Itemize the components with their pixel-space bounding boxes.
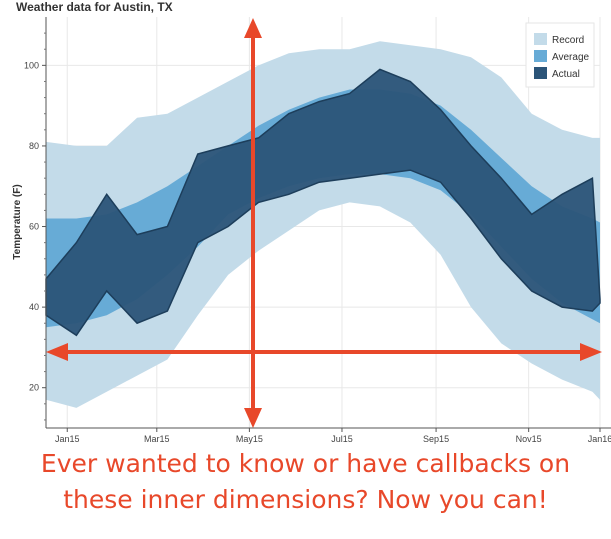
legend-swatch-actual — [534, 67, 547, 79]
x-tick-label-0: Jan15 — [55, 434, 80, 444]
legend-swatch-average — [534, 50, 547, 62]
y-tick-label-60: 60 — [29, 222, 39, 232]
chart-title: Weather data for Austin, TX — [16, 0, 173, 14]
y-tick-label-20: 20 — [29, 383, 39, 393]
x-tick-label-5: Nov15 — [516, 434, 542, 444]
legend: Record Average Actual — [525, 22, 595, 88]
series-layer — [45, 41, 601, 408]
x-tick-label-3: Jul15 — [331, 434, 353, 444]
arrow-down-head — [244, 408, 262, 428]
legend-swatch-record — [534, 33, 547, 45]
plot-area — [45, 17, 601, 428]
y-tick-label-40: 40 — [29, 302, 39, 312]
arrow-right-head — [580, 343, 602, 361]
y-axis-label: Temperature (F) — [12, 184, 23, 259]
y-tick-label-80: 80 — [29, 141, 39, 151]
axes — [45, 17, 611, 429]
series-band-actual — [45, 68, 601, 337]
legend-label-actual: Actual — [552, 69, 580, 80]
weather-chart: Weather data for Austin, TX 20 40 60 80 100 J… — [12, 0, 611, 444]
annotation-line-1: Ever wanted to know or have callbacks on — [40, 449, 571, 478]
annotation-line-2: these inner dimensions? Now you can! — [63, 485, 548, 514]
legend-label-average: Average — [552, 52, 590, 63]
y-tick-label-100: 100 — [24, 60, 39, 70]
x-tick-label-4: Sep15 — [423, 434, 449, 444]
arrow-left-head — [46, 343, 68, 361]
x-tick-label-6: Jan16 — [588, 434, 611, 444]
annotation-caption: Ever wanted to know or have callbacks on… — [0, 446, 611, 518]
legend-label-record: Record — [552, 35, 584, 46]
x-tick-label-1: Mar15 — [144, 434, 170, 444]
dimension-arrows — [46, 18, 602, 428]
x-tick-label-2: May15 — [236, 434, 263, 444]
tick-labels: 20 40 60 80 100 Jan15 Mar15 May15 Jul15 Sep15 Nov1… — [24, 32, 611, 444]
arrow-up-head — [244, 18, 262, 38]
